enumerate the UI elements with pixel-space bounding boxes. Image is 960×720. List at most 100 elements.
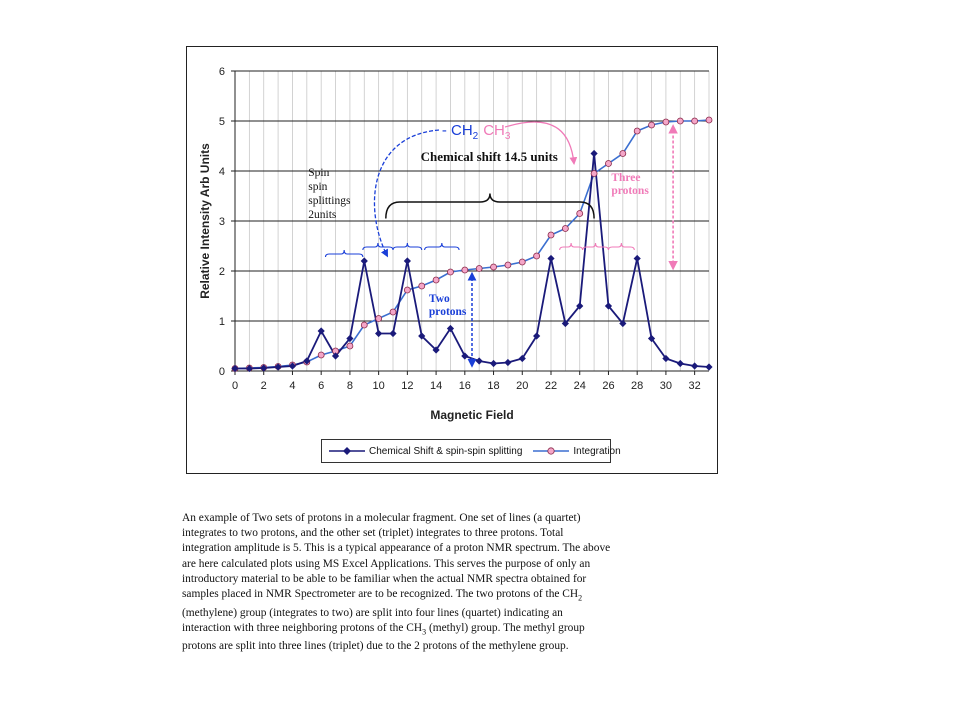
nmr-chart: 0 2 4 6 8 10 12 14 16 18 20 22 24 26 28 30 320123456Magn… bbox=[198, 66, 713, 422]
integration-point bbox=[403, 286, 411, 294]
caption-line: An example of Two sets of protons in a m… bbox=[182, 512, 581, 524]
chemical-shift-point bbox=[662, 354, 670, 363]
integration-line bbox=[234, 119, 710, 370]
quartet-brace bbox=[392, 242, 423, 251]
annotation-layer: - CH2 CH3 Chemical shift 14.5 units Spin spi… bbox=[308, 121, 678, 368]
triplet-brace bbox=[607, 242, 635, 251]
y-tick-label: 2 bbox=[219, 266, 225, 278]
chemical-shift-point bbox=[303, 357, 311, 365]
x-tick-label: 32 bbox=[689, 380, 701, 392]
legend-label-chemical-shift: Chemical Shift & spin-spin splitting bbox=[369, 445, 523, 457]
caption-line: are here calculated plots using MS Excel… bbox=[182, 557, 591, 570]
chemical-shift-point bbox=[360, 257, 368, 265]
chemical-shift-point bbox=[389, 329, 397, 338]
integration-point bbox=[691, 117, 699, 125]
caption-line: interaction with three neighboring proto… bbox=[182, 621, 712, 639]
integration-point bbox=[461, 266, 469, 274]
integration-point bbox=[447, 268, 454, 276]
figure-caption: An example of Two sets of protons in a m… bbox=[182, 511, 712, 654]
integration-point bbox=[389, 308, 397, 316]
y-axis-title: Relative Intensity Arb Units bbox=[198, 143, 212, 299]
x-tick-label: 2 bbox=[261, 380, 267, 392]
integration-point bbox=[576, 210, 584, 217]
three-protons-label: protons bbox=[611, 185, 649, 197]
x-tick-label: 8 bbox=[347, 380, 353, 392]
y-tick-label: 4 bbox=[219, 166, 225, 178]
triplet-brace bbox=[582, 242, 610, 251]
chemical-shift-point bbox=[518, 354, 526, 363]
x-tick-label: 10 bbox=[373, 380, 385, 392]
legend: Chemical Shift & spin-spin splitting Int… bbox=[321, 439, 621, 463]
caption-subscript: 3 bbox=[422, 626, 427, 636]
integration-point bbox=[561, 225, 569, 232]
integration-point bbox=[375, 315, 383, 322]
spin-splitting-label: 2units bbox=[308, 209, 337, 221]
functional-group-label: - CH2 CH3 bbox=[442, 122, 511, 142]
integration-point bbox=[317, 351, 325, 359]
x-tick-label: 12 bbox=[401, 380, 413, 392]
integration-point bbox=[590, 170, 598, 177]
y-tick-label: 5 bbox=[219, 116, 225, 128]
y-tick-label: 0 bbox=[219, 366, 225, 378]
x-tick-label: 4 bbox=[289, 380, 295, 392]
chemical-shift-point bbox=[590, 149, 598, 158]
y-tick-label: 6 bbox=[219, 66, 225, 78]
caption-line: introductory material to be able to be f… bbox=[182, 572, 587, 585]
x-tick-label: 24 bbox=[574, 380, 586, 392]
two-protons-label: protons bbox=[429, 306, 467, 318]
chemical-shift-point bbox=[375, 329, 383, 338]
x-tick-label: 16 bbox=[459, 380, 471, 392]
chemical-shift-point bbox=[231, 364, 239, 373]
chemical-shift-point bbox=[691, 362, 699, 370]
chemical-shift-brace bbox=[385, 193, 595, 219]
integration-point bbox=[605, 160, 612, 167]
y-tick-label: 3 bbox=[219, 216, 225, 228]
x-tick-label: 26 bbox=[602, 380, 614, 392]
triplet-brace bbox=[559, 242, 584, 251]
chemical-shift-point bbox=[619, 319, 627, 328]
chemical-shift-point bbox=[604, 302, 613, 310]
chemical-shift-point bbox=[504, 358, 512, 367]
chemical-shift-point bbox=[705, 363, 713, 371]
chemical-shift-point bbox=[245, 364, 253, 373]
gridlines bbox=[234, 70, 710, 372]
chemical-shift-point bbox=[547, 254, 555, 263]
integration-point bbox=[662, 118, 670, 126]
legend-item-integration: Integration bbox=[532, 445, 621, 457]
chemical-shift-point bbox=[489, 359, 498, 368]
chemical-shift-point bbox=[317, 327, 325, 335]
chemical-shift-point bbox=[475, 357, 483, 365]
chemical-shift-point bbox=[576, 302, 584, 310]
x-tick-label: 30 bbox=[660, 380, 672, 392]
spin-splitting-label: spin bbox=[308, 181, 327, 193]
x-tick-label: 14 bbox=[430, 380, 442, 392]
caption-line: samples placed in NMR Spectrometer are t… bbox=[182, 587, 712, 605]
integration-point bbox=[504, 261, 512, 269]
x-tick-label: 28 bbox=[631, 380, 643, 392]
chemical-shift-point bbox=[403, 257, 411, 265]
x-tick-label: 6 bbox=[318, 380, 324, 392]
x-tick-label: 18 bbox=[487, 380, 499, 392]
diamond-marker-icon bbox=[329, 447, 365, 455]
integration-point bbox=[705, 116, 713, 124]
chemical-shift-point bbox=[446, 324, 455, 333]
caption-line: integrates to two protons, and the other… bbox=[182, 527, 564, 540]
integration-point bbox=[633, 127, 641, 135]
quartet-brace bbox=[424, 242, 460, 251]
caption-text: (methyl) group. The methyl group bbox=[426, 621, 585, 634]
integration-point bbox=[533, 252, 541, 260]
caption-subscript: 2 bbox=[578, 593, 583, 603]
series-layer bbox=[231, 116, 713, 373]
chemical-shift-label: Chemical shift 14.5 units bbox=[421, 149, 558, 164]
methylene-arrow-icon bbox=[373, 129, 440, 258]
integration-point bbox=[490, 263, 497, 271]
quartet-brace bbox=[324, 249, 364, 258]
x-tick-label: 0 bbox=[232, 380, 238, 392]
legend-label-integration: Integration bbox=[573, 445, 621, 457]
quartet-brace bbox=[362, 242, 394, 251]
integration-point bbox=[475, 265, 483, 272]
circle-marker-icon bbox=[533, 447, 570, 455]
chemical-shift-point bbox=[633, 254, 641, 263]
x-tick-label: 22 bbox=[545, 380, 557, 392]
integration-point bbox=[648, 121, 655, 129]
